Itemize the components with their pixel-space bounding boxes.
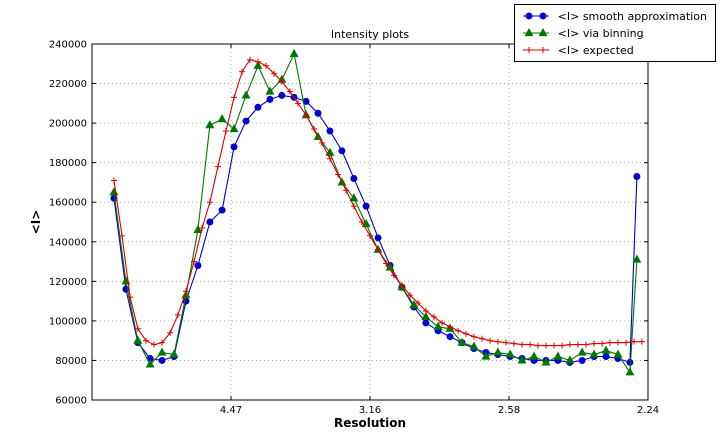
marker-circle: [525, 12, 533, 20]
marker-circle: [206, 218, 214, 226]
marker-circle: [278, 91, 286, 99]
series-1: [109, 48, 642, 376]
marker-circle: [158, 356, 166, 364]
y-tick-label: 80000: [55, 356, 87, 367]
marker-triangle: [524, 27, 534, 37]
marker-circle: [242, 117, 250, 125]
marker-circle: [446, 333, 454, 341]
marker-triangle: [325, 147, 335, 156]
legend-label: <I> expected: [557, 43, 634, 57]
marker-circle: [326, 127, 334, 135]
y-tick-label: 120000: [49, 277, 87, 288]
x-tick-label: 4.47: [220, 405, 242, 416]
grid-layer: [92, 44, 648, 400]
marker-circle: [422, 319, 430, 327]
marker-triangle: [469, 341, 479, 350]
series-line: [113, 52, 638, 374]
marker-triangle: [217, 114, 227, 123]
marker-triangle: [529, 351, 539, 360]
marker-triangle: [145, 359, 155, 368]
legend-sample-plus: [522, 47, 549, 53]
marker-circle: [578, 356, 586, 364]
marker-circle: [633, 173, 641, 181]
series-line: [113, 59, 642, 347]
marker-triangle: [289, 48, 299, 57]
marker-circle: [314, 109, 322, 117]
legend-sample-triangle: [522, 27, 549, 37]
series-layer: [109, 48, 645, 376]
marker-circle: [194, 262, 202, 270]
marker-circle: [338, 147, 346, 155]
marker-circle: [266, 95, 274, 103]
y-tick-label: 240000: [49, 40, 87, 51]
y-tick-label: 220000: [49, 79, 87, 90]
marker-triangle: [193, 224, 203, 234]
marker-circle: [230, 143, 238, 151]
legend-label: <I> smooth approximation: [557, 9, 707, 23]
marker-triangle: [421, 311, 431, 321]
marker-circle: [350, 174, 358, 182]
marker-triangle: [613, 349, 623, 358]
marker-triangle: [205, 120, 215, 129]
legend-item-0: <I> smooth approximation: [521, 8, 707, 24]
marker-circle: [254, 103, 262, 111]
marker-triangle: [157, 347, 167, 356]
marker-triangle: [601, 345, 611, 354]
x-tick-label: 2.58: [498, 405, 520, 416]
marker-triangle: [433, 321, 443, 330]
x-tick-label: 2.24: [637, 405, 659, 416]
marker-triangle: [625, 367, 635, 376]
y-tick-label: 200000: [49, 119, 87, 130]
marker-circle: [218, 206, 226, 214]
x-axis-label: Resolution: [334, 416, 406, 430]
marker-circle: [602, 352, 610, 360]
y-tick-label: 180000: [49, 158, 87, 169]
tick-layer: [92, 43, 649, 401]
y-tick-label: 160000: [49, 198, 87, 209]
series-line: [113, 94, 638, 364]
marker-triangle: [589, 349, 599, 358]
marker-triangle: [409, 300, 419, 309]
series-2: [110, 56, 645, 349]
legend-item-1: <I> via binning: [521, 25, 707, 41]
marker-triangle: [632, 254, 642, 263]
marker-triangle: [541, 357, 551, 366]
marker-triangle: [265, 86, 275, 95]
marker-circle: [362, 202, 370, 210]
marker-circle: [539, 12, 547, 20]
marker-triangle: [457, 337, 467, 346]
y-tick-label: 60000: [55, 396, 87, 407]
marker-triangle: [481, 351, 491, 360]
marker-triangle: [517, 355, 527, 364]
marker-triangle: [565, 355, 575, 364]
y-tick-label: 140000: [49, 237, 87, 248]
legend-label: <I> via binning: [557, 26, 644, 40]
marker-triangle: [493, 347, 503, 356]
legend-item-2: <I> expected: [521, 42, 707, 58]
x-tick-label: 3.16: [359, 405, 381, 416]
marker-triangle: [253, 60, 263, 69]
marker-triangle: [553, 351, 563, 360]
legend: <I> smooth approximation <I> via binning <…: [513, 4, 716, 62]
chart-title: Intensity plots: [331, 28, 409, 41]
marker-triangle: [577, 347, 587, 356]
marker-triangle: [538, 27, 548, 37]
marker-triangle: [505, 349, 515, 358]
y-tick-label: 100000: [49, 316, 87, 327]
marker-triangle: [133, 335, 143, 344]
marker-triangle: [241, 90, 251, 99]
ticklabel-layer: 60000 80000 100000 120000 140000 160000 180000…: [49, 40, 659, 417]
legend-sample-circle: [522, 12, 549, 20]
marker-triangle: [229, 123, 239, 133]
series-0: [110, 91, 641, 366]
marker-circle: [374, 234, 382, 242]
marker-triangle: [169, 349, 179, 358]
marker-triangle: [349, 193, 359, 202]
y-axis-label: <I>: [29, 210, 43, 235]
marker-triangle: [361, 218, 371, 228]
